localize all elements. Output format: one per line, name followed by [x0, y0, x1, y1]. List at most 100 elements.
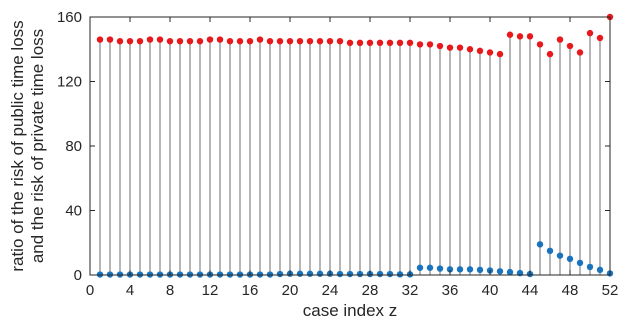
marker-s2-26: [346, 270, 354, 278]
marker-s1-18: [266, 37, 274, 45]
y-tick-labels: 0 40 80 120 160: [57, 9, 82, 284]
marker-s1-3: [116, 37, 124, 45]
marker-s2-38: [466, 266, 474, 273]
marker-s2-51: [596, 266, 604, 274]
marker-s1-42: [506, 31, 514, 38]
y-tick-label: 80: [65, 138, 82, 155]
marker-s1-41: [496, 50, 504, 58]
marker-s2-19: [276, 270, 284, 278]
axis-ticks: [89, 16, 611, 276]
marker-s1-26: [346, 39, 354, 46]
marker-s2-42: [506, 268, 514, 276]
marker-s1-32: [406, 39, 414, 46]
y-tick-label: 0: [74, 267, 82, 284]
x-tick-label: 28: [362, 282, 379, 299]
y-axis-label-line-1: ratio of the risk of public time loss: [8, 20, 27, 271]
marker-s1-16: [246, 37, 254, 45]
marker-s1-43: [516, 33, 524, 40]
marker-s2-36: [446, 266, 454, 273]
marker-s1-46: [546, 50, 554, 58]
marker-s1-40: [486, 49, 494, 56]
marker-s1-17: [256, 36, 264, 43]
marker-s1-4: [126, 37, 134, 45]
marker-s2-50: [586, 263, 594, 271]
y-axis-label-line-2: and the risk of private time loss: [28, 29, 47, 263]
x-tick-label: 4: [126, 282, 134, 299]
marker-s1-5: [136, 37, 144, 45]
marker-s2-39: [476, 266, 484, 274]
marker-s1-29: [376, 39, 384, 46]
marker-s1-6: [146, 36, 154, 43]
marker-s1-12: [206, 36, 214, 43]
marker-s1-31: [396, 39, 404, 46]
marker-s2-34: [426, 264, 434, 271]
marker-s1-19: [276, 37, 284, 45]
marker-s2-49: [576, 259, 584, 267]
marker-s2-23: [316, 270, 324, 277]
marker-s1-50: [586, 29, 594, 37]
marker-s1-48: [566, 42, 574, 50]
marker-s1-47: [556, 36, 564, 43]
marker-s2-47: [556, 252, 564, 259]
marker-s1-38: [466, 46, 474, 53]
marker-s2-37: [456, 266, 464, 273]
marker-s1-15: [236, 37, 244, 45]
data-markers: [96, 13, 614, 278]
y-tick-label: 120: [57, 74, 82, 91]
y-tick-label: 160: [57, 9, 82, 26]
marker-s2-48: [566, 255, 574, 263]
x-tick-label: 36: [442, 282, 459, 299]
marker-s1-14: [226, 37, 234, 45]
marker-s1-8: [166, 37, 174, 45]
marker-s2-25: [336, 270, 344, 278]
marker-s1-20: [286, 37, 294, 45]
y-tick-label: 40: [65, 203, 82, 220]
marker-s2-35: [436, 265, 444, 272]
marker-s1-49: [576, 49, 584, 56]
x-tick-label: 24: [322, 282, 339, 299]
marker-s1-22: [306, 37, 314, 45]
marker-s1-2: [106, 36, 114, 43]
marker-s2-46: [546, 247, 554, 255]
x-tick-labels: 0 4 8 12 16 20 24 28 32 36 40 44 48 52: [86, 282, 619, 299]
x-axis-label: case index z: [303, 301, 398, 320]
marker-s2-31: [396, 271, 404, 278]
marker-s2-33: [416, 264, 424, 271]
x-tick-label: 0: [86, 282, 94, 299]
marker-s1-44: [526, 33, 534, 40]
marker-s1-30: [386, 39, 394, 46]
marker-s1-1: [96, 36, 104, 43]
marker-s1-34: [426, 41, 434, 48]
x-tick-label: 16: [242, 282, 259, 299]
x-tick-label: 44: [522, 282, 539, 299]
marker-s1-21: [296, 37, 304, 45]
marker-s1-51: [596, 34, 604, 42]
marker-s1-37: [456, 44, 464, 51]
marker-s1-25: [336, 37, 344, 45]
x-tick-label: 20: [282, 282, 299, 299]
marker-s2-29: [376, 270, 384, 278]
x-tick-label: 8: [166, 282, 174, 299]
marker-s1-36: [446, 44, 454, 51]
stem-lines: [99, 17, 611, 275]
marker-s1-33: [416, 41, 424, 48]
marker-s2-41: [496, 268, 504, 275]
marker-s1-13: [216, 36, 224, 43]
marker-s1-7: [156, 36, 164, 43]
marker-s1-24: [326, 37, 334, 45]
x-tick-label: 32: [402, 282, 419, 299]
marker-s1-10: [186, 37, 194, 45]
marker-s1-35: [436, 42, 444, 50]
marker-s1-45: [536, 41, 544, 48]
marker-s2-22: [306, 270, 314, 277]
marker-s2-27: [356, 270, 364, 278]
x-tick-label: 52: [602, 282, 619, 299]
x-tick-label: 40: [482, 282, 499, 299]
marker-s1-27: [356, 39, 364, 46]
marker-s2-45: [536, 241, 544, 248]
marker-s1-23: [316, 37, 324, 45]
marker-s1-11: [196, 37, 204, 45]
marker-s2-21: [296, 270, 304, 277]
marker-s1-9: [176, 37, 184, 45]
